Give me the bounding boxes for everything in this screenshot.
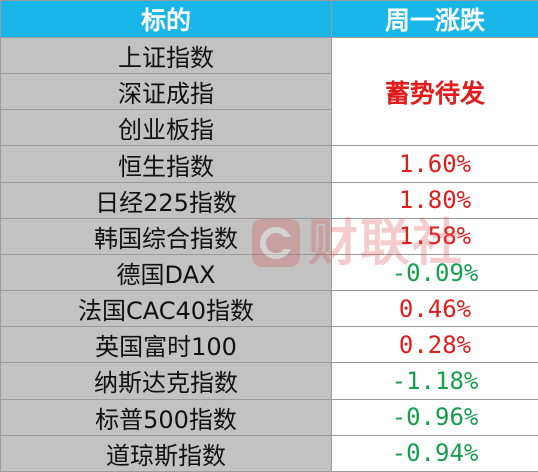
index-name: 纳斯达克指数 bbox=[0, 362, 332, 400]
index-name: 韩国综合指数 bbox=[0, 217, 332, 255]
merged-note: 蓄势待发 bbox=[331, 36, 538, 147]
table-row: 创业板指 bbox=[0, 109, 538, 147]
table-row: 纳斯达克指数 -1.18% bbox=[0, 362, 538, 400]
change-value: 1.60% bbox=[331, 145, 538, 183]
index-name: 日经225指数 bbox=[0, 181, 332, 219]
table-row: 英国富时100 0.28% bbox=[0, 326, 538, 364]
change-value: 0.28% bbox=[331, 326, 538, 364]
index-name: 深证成指 bbox=[0, 73, 332, 111]
table-row: 韩国综合指数 1.58% bbox=[0, 217, 538, 255]
table-row: 深证成指 bbox=[0, 73, 538, 111]
index-name: 恒生指数 bbox=[0, 145, 332, 183]
index-name: 英国富时100 bbox=[0, 326, 332, 364]
index-name: 上证指数 bbox=[0, 36, 332, 75]
header-name: 标的 bbox=[0, 0, 332, 38]
header-row: 标的 周一涨跌 bbox=[0, 0, 538, 38]
index-name: 德国DAX bbox=[0, 253, 332, 292]
table-row: 标普500指数 -0.96% bbox=[0, 398, 538, 436]
index-name: 道琼斯指数 bbox=[0, 434, 332, 472]
table-row: 道琼斯指数 -0.94% bbox=[0, 434, 538, 472]
change-value: -1.18% bbox=[331, 362, 538, 400]
index-name: 法国CAC40指数 bbox=[0, 290, 332, 328]
index-name: 创业板指 bbox=[0, 109, 332, 147]
change-value: 1.80% bbox=[331, 181, 538, 219]
change-value: 1.58% bbox=[331, 217, 538, 255]
table-row: 德国DAX -0.09% bbox=[0, 253, 538, 292]
table-row: 恒生指数 1.60% bbox=[0, 145, 538, 183]
change-value: -0.94% bbox=[331, 434, 538, 472]
header-change: 周一涨跌 bbox=[331, 0, 538, 38]
table-row: 法国CAC40指数 0.46% bbox=[0, 290, 538, 328]
table-row: 上证指数 蓄势待发 bbox=[0, 36, 538, 147]
change-value: 0.46% bbox=[331, 290, 538, 328]
table-row: 日经225指数 1.80% bbox=[0, 181, 538, 219]
change-value: -0.96% bbox=[331, 398, 538, 436]
change-value: -0.09% bbox=[331, 253, 538, 292]
index-name: 标普500指数 bbox=[0, 398, 332, 436]
